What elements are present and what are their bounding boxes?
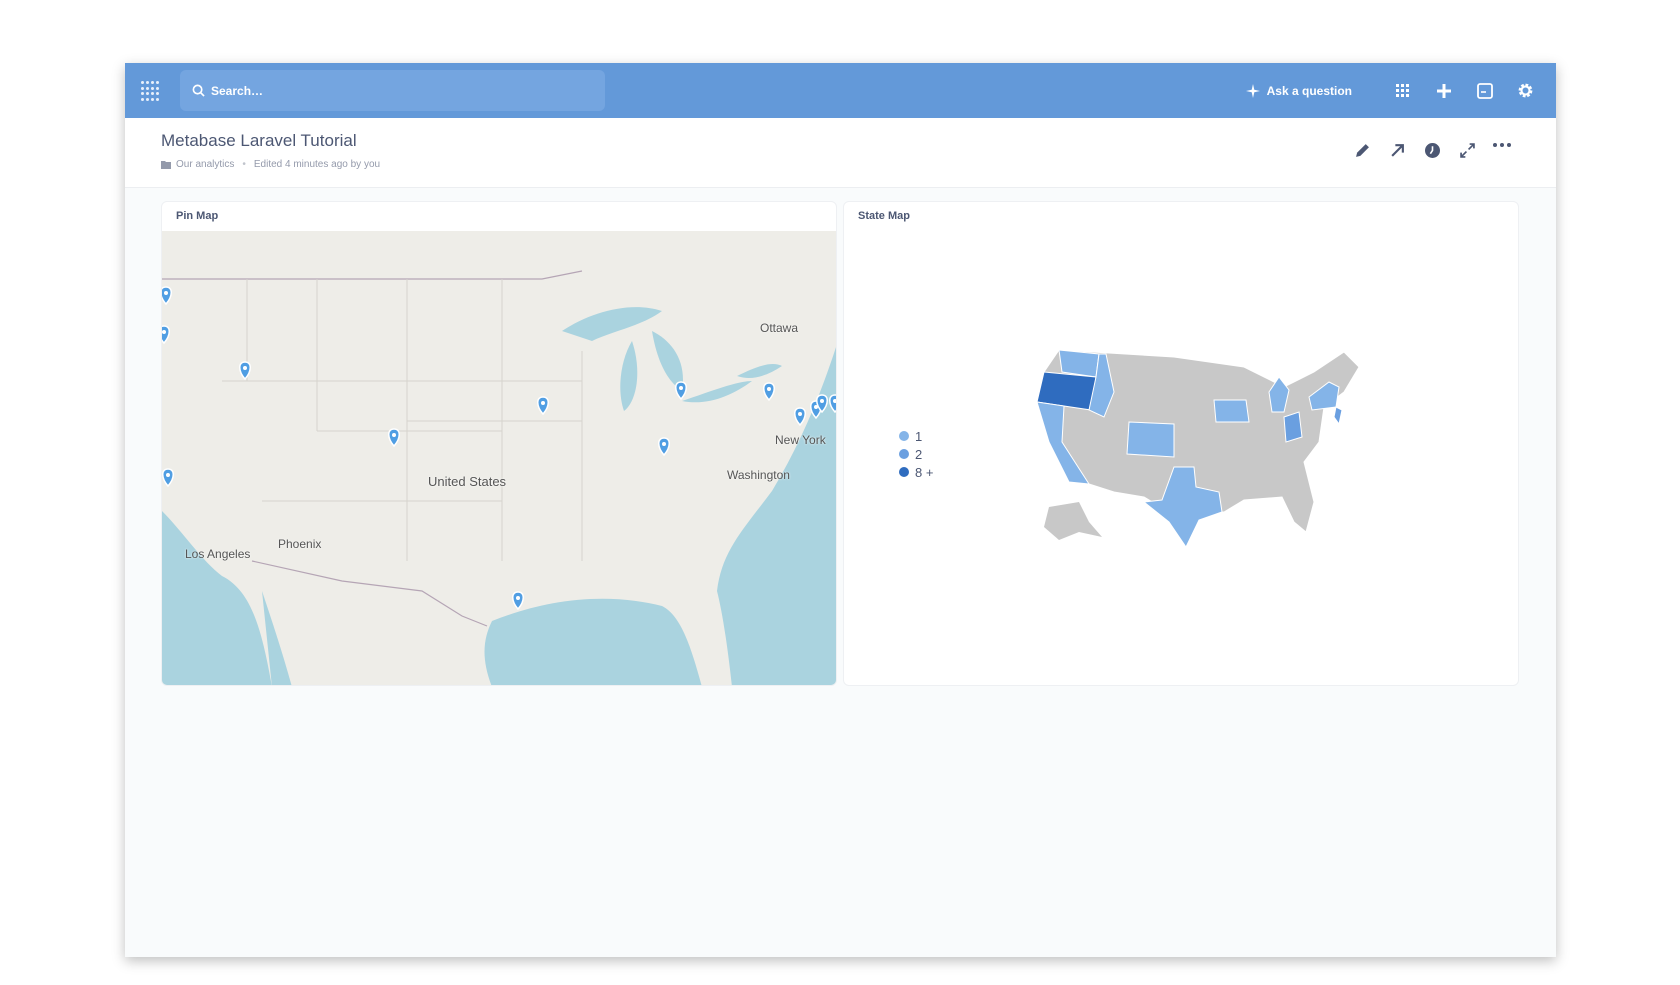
separator: • (242, 159, 246, 170)
collection-link[interactable]: Our analytics (176, 159, 235, 170)
logo-dot (156, 86, 159, 90)
map-label-united-states: United States (428, 474, 507, 489)
logo-dot (146, 86, 149, 90)
logo-dot (156, 81, 159, 84)
map-label-ottawa: Ottawa (760, 321, 799, 335)
logo-dot (141, 97, 144, 101)
map-pin[interactable] (388, 428, 400, 448)
top-nav: Search… Ask a question (125, 63, 1556, 118)
map-pin[interactable] (537, 396, 549, 416)
gear-icon[interactable] (1505, 82, 1546, 99)
logo-dot (146, 92, 149, 95)
pencil-icon[interactable] (1352, 143, 1372, 158)
search-icon (192, 84, 205, 97)
legend-swatch (899, 431, 909, 441)
state-new-jersey (1333, 406, 1343, 426)
share-arrow-icon[interactable] (1387, 143, 1407, 158)
map-legend: 1 2 8 + (899, 427, 933, 481)
logo-dot (146, 81, 149, 84)
page-title: Metabase Laravel Tutorial (161, 131, 357, 150)
map-pin[interactable] (239, 361, 251, 381)
map-pin[interactable] (829, 394, 837, 414)
map-pin[interactable] (816, 394, 828, 414)
state-colorado (1126, 421, 1175, 458)
pin-map[interactable]: Ottawa New York Washington United States… (162, 231, 837, 685)
map-label-new-york: New York (775, 433, 826, 447)
metabase-logo[interactable] (141, 81, 161, 101)
logo-dot (151, 92, 154, 95)
state-new-york (1308, 381, 1340, 411)
state-map-card[interactable]: State Map 1 2 8 + (843, 201, 1519, 686)
dashboard-header: Metabase Laravel Tutorial Our analytics … (125, 118, 1556, 188)
map-pin[interactable] (162, 468, 174, 488)
folder-icon (161, 160, 171, 169)
map-label-phoenix: Phoenix (278, 537, 322, 551)
map-pin[interactable] (794, 407, 806, 427)
state-ohio (1283, 411, 1303, 443)
legend-item: 2 (899, 445, 933, 463)
logo-dot (151, 81, 154, 84)
ask-question-label: Ask a question (1266, 83, 1352, 98)
ask-question-button[interactable]: Ask a question (1245, 83, 1352, 98)
state-california (1036, 401, 1090, 485)
card-title: Pin Map (176, 210, 219, 222)
apps-grid-icon[interactable] (1382, 84, 1423, 97)
map-label-los-angeles: Los Angeles (185, 547, 251, 561)
search-input[interactable]: Search… (180, 70, 605, 111)
logo-dot (151, 86, 154, 90)
map-pin[interactable] (512, 591, 524, 611)
logo-dot (151, 97, 154, 101)
logo-dot (141, 92, 144, 95)
legend-swatch (899, 467, 909, 477)
plus-icon[interactable] (1423, 83, 1464, 99)
logo-dot (156, 92, 159, 95)
map-pin[interactable] (658, 437, 670, 457)
map-pin[interactable] (162, 325, 170, 345)
map-label-washington: Washington (727, 468, 790, 482)
legend-item: 8 + (899, 463, 933, 481)
state-texas (1142, 466, 1223, 548)
more-icon[interactable] (1492, 143, 1512, 158)
legend-swatch (899, 449, 909, 459)
logo-dot (141, 81, 144, 84)
logo-dot (146, 97, 149, 101)
map-pin[interactable] (763, 382, 775, 402)
logo-dot (156, 97, 159, 101)
map-tiles (162, 270, 837, 685)
terminal-icon[interactable] (1464, 82, 1505, 99)
map-pin[interactable] (675, 381, 687, 401)
fullscreen-icon[interactable] (1457, 143, 1477, 158)
sparkle-icon (1245, 83, 1260, 98)
state-michigan (1268, 376, 1290, 413)
state-idaho (1088, 353, 1115, 418)
state-alaska (1044, 502, 1102, 540)
pin-map-card[interactable]: Pin Map Ottawa New York Washington Unite… (161, 201, 837, 686)
card-title: State Map (858, 210, 910, 222)
logo-dot (141, 86, 144, 90)
edited-info: Edited 4 minutes ago by you (253, 159, 381, 170)
state-map[interactable] (844, 202, 1519, 686)
state-iowa (1213, 399, 1250, 423)
clock-icon[interactable] (1422, 143, 1442, 158)
legend-item: 1 (899, 427, 933, 445)
app-window: Search… Ask a question Metabase Laravel … (125, 63, 1556, 957)
map-pin[interactable] (162, 286, 172, 306)
search-placeholder: Search… (211, 83, 264, 98)
